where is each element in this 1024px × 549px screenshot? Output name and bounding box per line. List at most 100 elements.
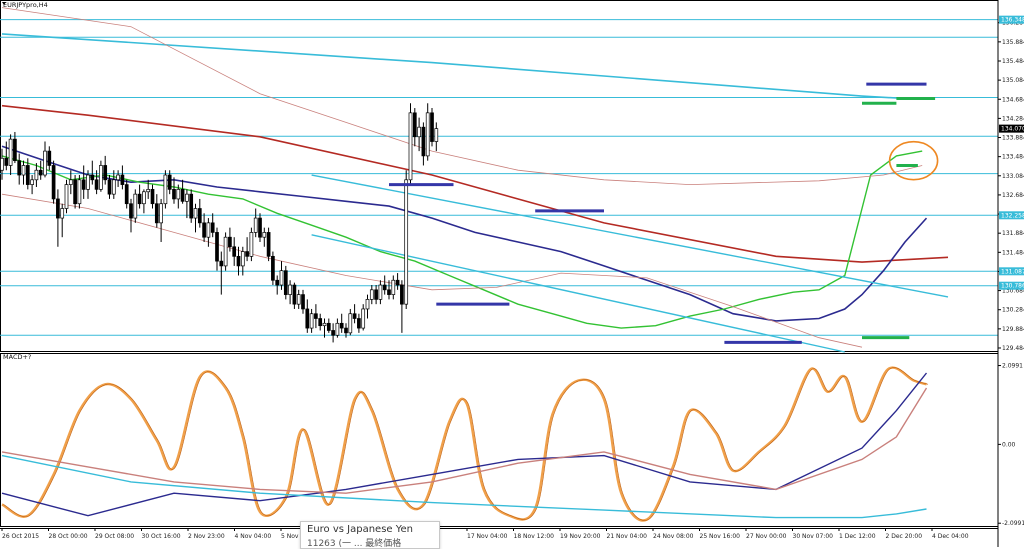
price-tag bbox=[999, 211, 1024, 220]
candle-body bbox=[180, 189, 185, 202]
macd-title-text: MACD+? bbox=[3, 353, 31, 361]
candle-body bbox=[253, 217, 258, 233]
candle-body bbox=[68, 179, 73, 185]
price-tick-label: 129.884 bbox=[1002, 326, 1024, 333]
price-tag bbox=[999, 281, 1024, 290]
candle-body bbox=[172, 189, 176, 200]
moving-average-line bbox=[1, 7, 923, 186]
price-tag-label: 134.070 bbox=[1001, 126, 1024, 133]
candle-body bbox=[430, 112, 434, 142]
candle-body bbox=[202, 222, 206, 238]
candle-body bbox=[228, 236, 232, 248]
candle-body bbox=[318, 318, 323, 327]
price-tick-label: 135.084 bbox=[1002, 77, 1024, 84]
price-panel bbox=[0, 0, 999, 353]
price-tick-label: 133.884 bbox=[1002, 135, 1024, 142]
candle-body bbox=[288, 284, 292, 295]
candle-body bbox=[369, 289, 374, 300]
macd-oscillator-line bbox=[1, 366, 927, 522]
time-tick-label: 4 Nov 04:00 bbox=[235, 533, 272, 540]
macd-tick-label: -2.0991 bbox=[1002, 520, 1024, 527]
time-tick-label: 2 Dec 20:00 bbox=[886, 533, 923, 540]
candle-body bbox=[249, 232, 254, 257]
time-tick-label: 4 Dec 04:00 bbox=[932, 533, 969, 540]
candle-body bbox=[21, 165, 26, 176]
candle-body bbox=[159, 203, 163, 224]
candle-body bbox=[13, 138, 17, 162]
candle-body bbox=[133, 193, 138, 219]
time-tick-label: 26 Oct 2015 bbox=[2, 533, 39, 540]
candle-body bbox=[275, 279, 280, 286]
annotation-circle bbox=[888, 140, 939, 181]
candle-body bbox=[352, 313, 357, 319]
price-tick-label: 130.684 bbox=[1002, 288, 1024, 295]
candle-body bbox=[51, 165, 56, 200]
macd-signal-line bbox=[1, 387, 928, 494]
price-tick-label: 133.084 bbox=[1002, 173, 1024, 180]
price-tick-label: 134.684 bbox=[1002, 96, 1024, 103]
time-tick-label: 21 Nov 04:00 bbox=[607, 533, 648, 540]
candle-body bbox=[434, 128, 439, 142]
candle-body bbox=[189, 193, 194, 219]
price-tick-label: 133.484 bbox=[1002, 154, 1024, 161]
candle-body bbox=[25, 165, 30, 185]
candle-body bbox=[215, 232, 219, 262]
candle-body bbox=[129, 203, 133, 219]
candle-body bbox=[425, 112, 430, 157]
time-tick-label: 27 Nov 00:00 bbox=[746, 533, 787, 540]
candle-body bbox=[111, 179, 116, 195]
macd-signal-line bbox=[1, 372, 928, 517]
time-tick-label: 25 Nov 16:00 bbox=[700, 533, 741, 540]
candle-body bbox=[339, 322, 344, 329]
candle-body bbox=[331, 330, 335, 336]
candle-body bbox=[335, 322, 340, 336]
price-tag bbox=[999, 15, 1024, 24]
candle-body bbox=[30, 179, 34, 185]
candle-body bbox=[167, 174, 172, 190]
candle-body bbox=[361, 308, 366, 329]
candle-body bbox=[296, 294, 301, 305]
time-tick-label: 29 Oct 08:00 bbox=[95, 533, 134, 540]
channel-trendline bbox=[311, 234, 845, 353]
candle-body bbox=[240, 251, 245, 267]
candle-body bbox=[146, 189, 151, 193]
price-tick-label: 135.884 bbox=[1002, 39, 1024, 46]
time-tick-label: 1 Dec 12:00 bbox=[839, 533, 876, 540]
candle-body bbox=[103, 165, 108, 181]
price-tick-label: 134.284 bbox=[1002, 115, 1024, 122]
time-tick-label: 24 Nov 08:00 bbox=[653, 533, 694, 540]
candle-body bbox=[8, 138, 13, 166]
candle-body bbox=[81, 179, 86, 190]
candle-body bbox=[344, 327, 348, 334]
candle-body bbox=[99, 165, 103, 190]
candle-body bbox=[395, 279, 400, 286]
candle-body bbox=[382, 284, 387, 291]
macd-tick-label: 0.00 bbox=[1002, 441, 1016, 448]
candle-body bbox=[219, 260, 224, 267]
candle-body bbox=[197, 208, 202, 224]
moving-average-line bbox=[1, 150, 923, 329]
price-tick-label: 130.284 bbox=[1002, 307, 1024, 314]
price-tag-label: 130.786 bbox=[1001, 283, 1024, 290]
candle-body bbox=[417, 126, 421, 138]
candle-body bbox=[412, 112, 417, 138]
candle-body bbox=[193, 208, 198, 219]
candle-body bbox=[283, 270, 288, 295]
price-tick-label: 132.684 bbox=[1002, 192, 1024, 199]
candle-body bbox=[17, 160, 22, 176]
price-tick-label: 131.484 bbox=[1002, 249, 1024, 256]
candle-body bbox=[34, 169, 39, 181]
price-panel-border bbox=[0, 0, 999, 352]
time-tick-label: 28 Oct 00:00 bbox=[49, 533, 88, 540]
macd-signal-line bbox=[1, 454, 927, 519]
candle-body bbox=[378, 284, 383, 300]
candle-body bbox=[309, 313, 314, 329]
candle-body bbox=[279, 270, 284, 286]
candle-body bbox=[232, 246, 237, 257]
candle-body bbox=[86, 174, 90, 190]
moving-average-line bbox=[1, 33, 906, 100]
candle-body bbox=[365, 299, 370, 310]
candle-body bbox=[357, 318, 361, 329]
candle-body bbox=[404, 179, 409, 305]
candle-body bbox=[210, 222, 215, 233]
